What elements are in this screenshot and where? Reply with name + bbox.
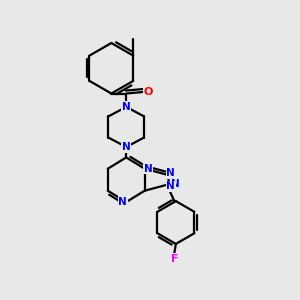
Text: N: N [171, 179, 180, 189]
Text: F: F [171, 254, 178, 264]
Text: N: N [122, 142, 130, 152]
Text: N: N [167, 168, 175, 178]
Text: N: N [118, 197, 127, 207]
Text: N: N [122, 102, 130, 112]
Text: O: O [143, 87, 153, 97]
Text: N: N [144, 164, 153, 174]
Text: N: N [167, 181, 175, 191]
